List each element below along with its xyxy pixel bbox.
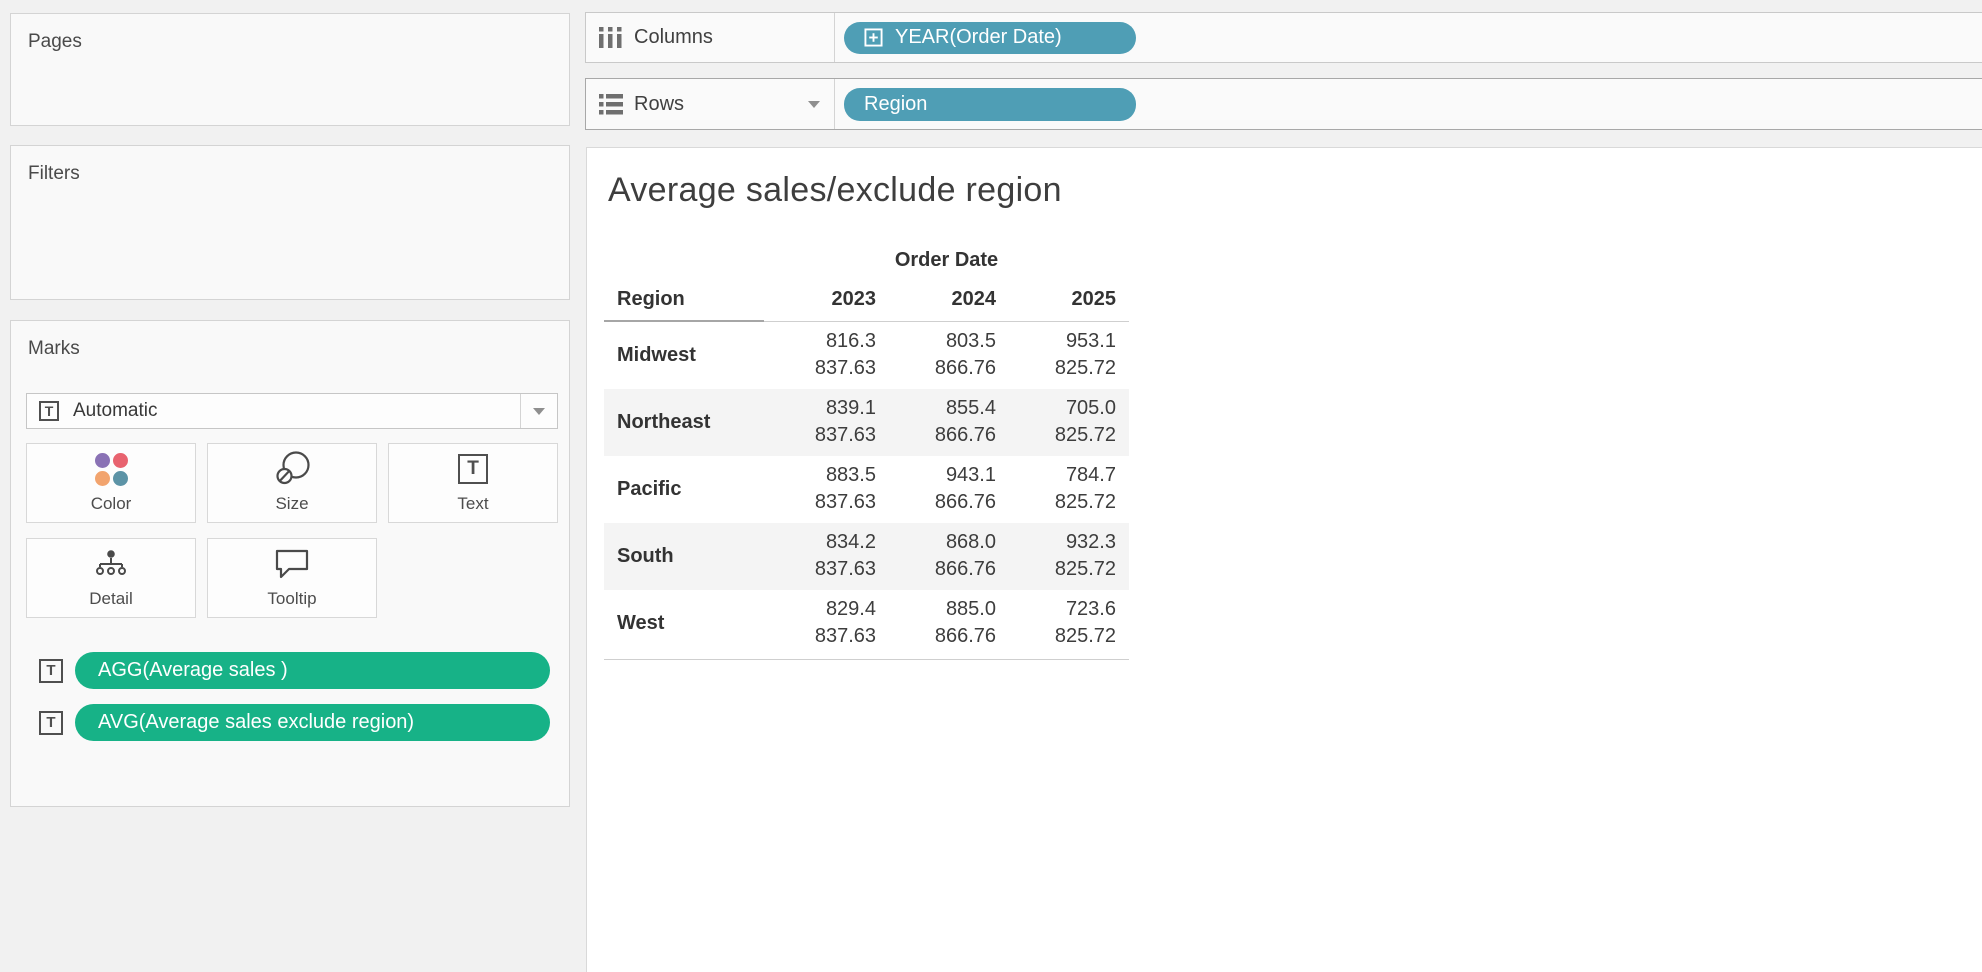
year-order-date-pill[interactable]: YEAR(Order Date): [844, 22, 1136, 54]
value-cell[interactable]: 784.7825.72: [996, 462, 1116, 516]
text-icon: T: [458, 454, 488, 484]
tableau-workspace: Pages Filters Marks T Automatic: [0, 0, 1982, 972]
value-cell[interactable]: 723.6825.72: [996, 596, 1116, 650]
detail-button-label: Detail: [27, 589, 195, 609]
row-header-cell[interactable]: South: [617, 523, 674, 590]
value-cell[interactable]: 816.3837.63: [756, 328, 876, 382]
text-mark-icon[interactable]: T: [39, 711, 63, 735]
rows-icon: [599, 94, 623, 115]
table-row-northeast: Northeast 839.1837.63 855.4866.76 705.08…: [604, 389, 1129, 456]
row-header-cell[interactable]: Midwest: [617, 322, 696, 389]
avg-average-sales-exclude-region-pill[interactable]: AVG(Average sales exclude region): [75, 704, 550, 741]
shelf-divider: [834, 13, 835, 62]
agg-average-sales-pill[interactable]: AGG(Average sales ): [75, 652, 550, 689]
detail-button[interactable]: Detail: [26, 538, 196, 618]
row-header-cell[interactable]: West: [617, 590, 664, 657]
region-pill[interactable]: Region: [844, 88, 1136, 121]
size-button[interactable]: Size: [207, 443, 377, 523]
pages-shelf-label: Pages: [28, 31, 82, 53]
rows-shelf-label: Rows: [634, 93, 684, 116]
text-button-label: Text: [389, 494, 557, 514]
worksheet-title[interactable]: Average sales/exclude region: [608, 171, 1062, 210]
expand-plus-icon: [864, 28, 883, 47]
row-header-label[interactable]: Region: [617, 288, 685, 311]
table-bottom-border: [604, 659, 1129, 660]
tooltip-button[interactable]: Tooltip: [207, 538, 377, 618]
table-row-midwest: Midwest 816.3837.63 803.5866.76 953.1825…: [604, 322, 1129, 389]
detail-icon: [93, 550, 129, 578]
marks-pill-row: T AVG(Average sales exclude region): [39, 704, 550, 741]
row-header-cell[interactable]: Northeast: [617, 389, 710, 456]
text-mark-icon[interactable]: T: [39, 659, 63, 683]
columns-shelf[interactable]: Columns YEAR(Order Date): [585, 12, 1982, 63]
size-icon: [272, 450, 312, 488]
filters-shelf-label: Filters: [28, 163, 80, 185]
tooltip-button-label: Tooltip: [208, 589, 376, 609]
value-cell[interactable]: 868.0866.76: [876, 529, 996, 583]
marks-pill-row: T AGG(Average sales ): [39, 652, 550, 689]
text-button[interactable]: T Text: [388, 443, 558, 523]
value-cell[interactable]: 855.4866.76: [876, 395, 996, 449]
value-cell[interactable]: 803.5866.76: [876, 328, 996, 382]
color-button-label: Color: [27, 494, 195, 514]
value-cell[interactable]: 883.5837.63: [756, 462, 876, 516]
color-dots-icon: [95, 453, 128, 486]
filters-shelf[interactable]: Filters: [10, 145, 570, 300]
columns-icon: [599, 27, 623, 48]
value-cell[interactable]: 953.1825.72: [996, 328, 1116, 382]
column-group-header[interactable]: Order Date: [764, 249, 1129, 272]
chevron-down-icon[interactable]: [808, 101, 820, 108]
table-row-pacific: Pacific 883.5837.63 943.1866.76 784.7825…: [604, 456, 1129, 523]
row-header-cell[interactable]: Pacific: [617, 456, 681, 523]
tooltip-icon: [272, 547, 312, 581]
year-header-2024[interactable]: 2024: [876, 288, 996, 311]
text-mark-icon: T: [39, 401, 59, 421]
marks-card-label: Marks: [28, 338, 80, 360]
value-cell[interactable]: 885.0866.76: [876, 596, 996, 650]
shelf-divider: [834, 79, 835, 129]
year-header-2023[interactable]: 2023: [756, 288, 876, 311]
value-cell[interactable]: 932.3825.72: [996, 529, 1116, 583]
chevron-down-icon: [533, 408, 545, 415]
color-button[interactable]: Color: [26, 443, 196, 523]
rows-shelf[interactable]: Rows Region: [585, 78, 1982, 130]
left-panel: Pages Filters Marks T Automatic: [0, 0, 586, 972]
pages-shelf[interactable]: Pages: [10, 13, 570, 126]
columns-shelf-label: Columns: [634, 26, 713, 49]
worksheet-canvas: Average sales/exclude region Order Date …: [586, 147, 1982, 972]
rows-pill-label: Region: [864, 93, 927, 116]
value-cell[interactable]: 943.1866.76: [876, 462, 996, 516]
table-row-south: South 834.2837.63 868.0866.76 932.3825.7…: [604, 523, 1129, 590]
value-cell[interactable]: 839.1837.63: [756, 395, 876, 449]
mark-type-dropdown-button[interactable]: [520, 394, 557, 428]
table-row-west: West 829.4837.63 885.0866.76 723.6825.72: [604, 590, 1129, 659]
value-cell[interactable]: 834.2837.63: [756, 529, 876, 583]
mark-type-dropdown[interactable]: T Automatic: [26, 393, 558, 429]
size-button-label: Size: [208, 494, 376, 514]
marks-card: Marks T Automatic Color: [10, 320, 570, 807]
value-cell[interactable]: 829.4837.63: [756, 596, 876, 650]
columns-pill-label: YEAR(Order Date): [895, 26, 1062, 49]
year-header-2025[interactable]: 2025: [996, 288, 1116, 311]
mark-type-value: Automatic: [73, 400, 520, 422]
value-cell[interactable]: 705.0825.72: [996, 395, 1116, 449]
